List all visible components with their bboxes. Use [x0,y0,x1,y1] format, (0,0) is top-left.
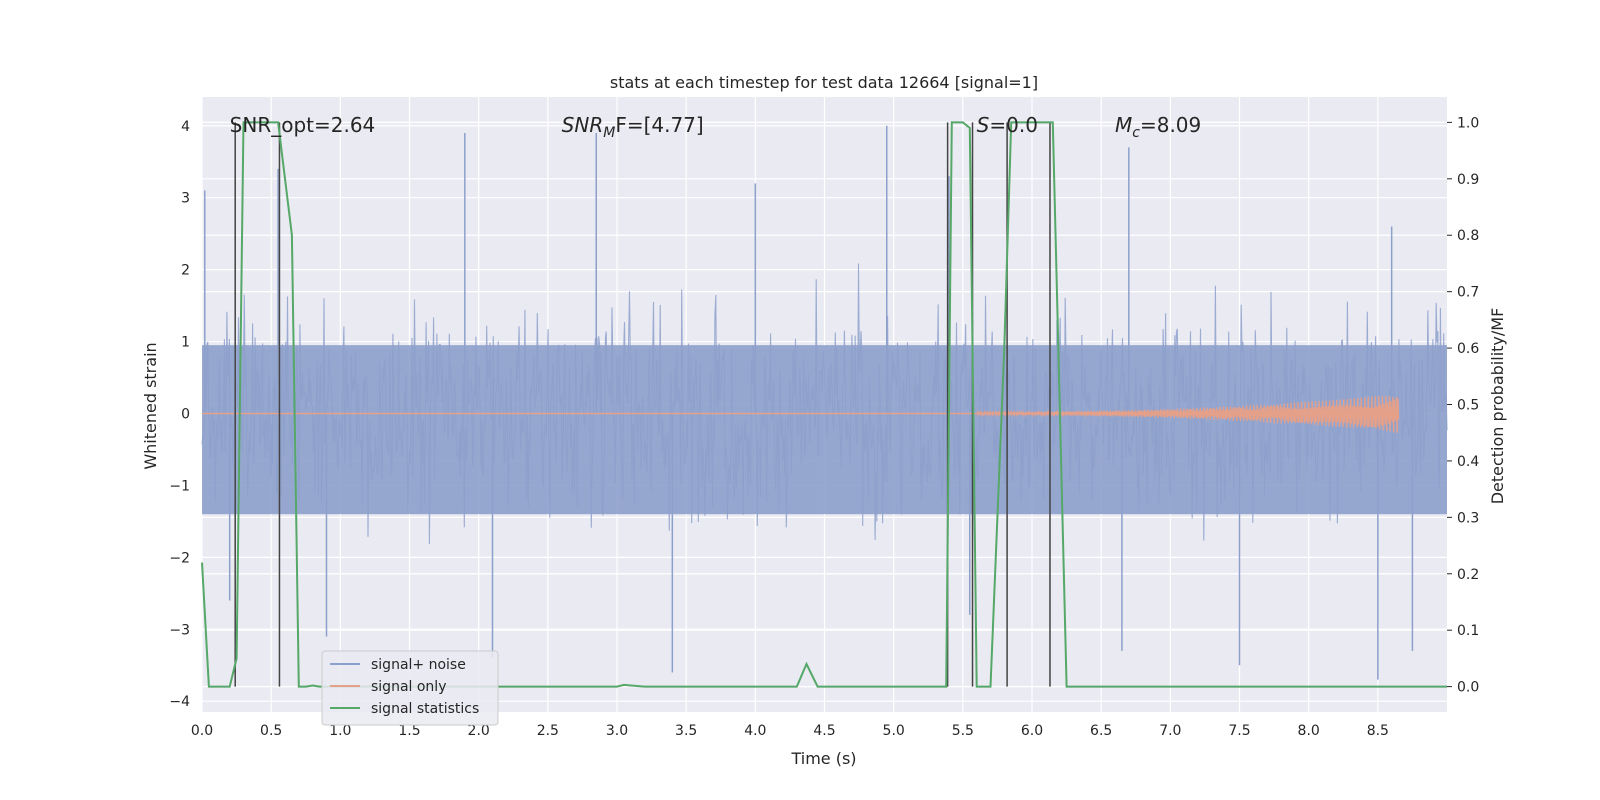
y-tick-label-right: 0.3 [1457,510,1479,526]
x-tick-label: 4.5 [813,723,835,739]
x-tick-label: 5.5 [952,723,974,739]
x-tick-label: 3.0 [606,723,628,739]
y-tick-label-left: 3 [181,191,190,207]
x-tick-label: 2.5 [537,723,559,739]
y-tick-label-left: −3 [169,622,190,638]
y-tick-label-left: −2 [169,550,190,566]
x-tick-label: 0.0 [191,723,213,739]
y-axis-label-right: Detection probability/MF [1488,308,1507,505]
series-signal-noise [201,125,1448,680]
annotation-1: SNRMF=[4.77] [562,113,704,141]
x-tick-label: 4.0 [744,723,766,739]
y-tick-label-right: 0.9 [1457,172,1479,188]
x-tick-label: 0.5 [260,723,282,739]
legend: signal+ noise signal only signal statist… [321,650,499,726]
x-tick-label: 6.0 [1021,723,1043,739]
y-tick-label-right: 0.4 [1457,454,1479,470]
y-tick-label-right: 0.7 [1457,285,1479,301]
y-tick-label-right: 1.0 [1457,115,1479,131]
x-tick-label: 3.5 [675,723,697,739]
y-tick-label-left: 1 [181,335,190,351]
x-tick-label: 6.5 [1090,723,1112,739]
x-tick-label: 5.0 [883,723,905,739]
y-tick-label-left: 0 [181,406,190,422]
series-signal-statistics [201,121,1447,688]
vertical-markers [234,122,1051,687]
x-tick-label: 7.5 [1228,723,1250,739]
legend-box [321,650,499,726]
y-tick-label-left: −4 [169,694,190,710]
series-signal-only [202,395,1400,433]
x-tick-label: 1.5 [398,723,420,739]
y-axis-label-left: Whitened strain [141,342,160,469]
signal-only-chirp [976,395,1400,433]
chart-title: stats at each timestep for test data 126… [610,73,1038,92]
y-tick-label-left: 2 [181,263,190,279]
y-tick-label-right: 0.5 [1457,398,1479,414]
x-tick-label: 2.0 [468,723,490,739]
legend-label-signal-statistics: signal statistics [371,701,479,717]
annotation-0: SNR_opt=2.64 [230,113,376,137]
ticks: 0.0 0.5 1.0 1.5 2.0 2.5 3.0 3.5 4.0 4.5 5.0 5.5 6.0 6… [169,115,1479,739]
annotations: SNR_opt=2.64 SNRMF=[4.77] S=0.0 Mc=8.09 [230,113,1202,141]
x-tick-label: 7.0 [1159,723,1181,739]
annotation-2: S=0.0 [977,113,1038,137]
y-tick-label-right: 0.8 [1457,228,1479,244]
y-tick-label-right: 0.1 [1457,623,1479,639]
x-tick-label: 8.5 [1367,723,1389,739]
annotation-3: Mc=8.09 [1115,113,1201,141]
legend-label-signal-noise: signal+ noise [371,657,466,673]
y-tick-label-left: −1 [169,478,190,494]
y-tick-label-right: 0.6 [1457,341,1479,357]
y-tick-label-left: 4 [181,119,190,135]
x-tick-label: 8.0 [1298,723,1320,739]
legend-label-signal-only: signal only [371,679,446,695]
x-axis-label: Time (s) [790,749,856,768]
noise-core-band [202,345,1447,515]
statistics-line [201,121,1447,688]
y-tick-label-right: 0.0 [1457,680,1479,696]
y-tick-label-right: 0.2 [1457,567,1479,583]
x-tick-label: 1.0 [329,723,351,739]
